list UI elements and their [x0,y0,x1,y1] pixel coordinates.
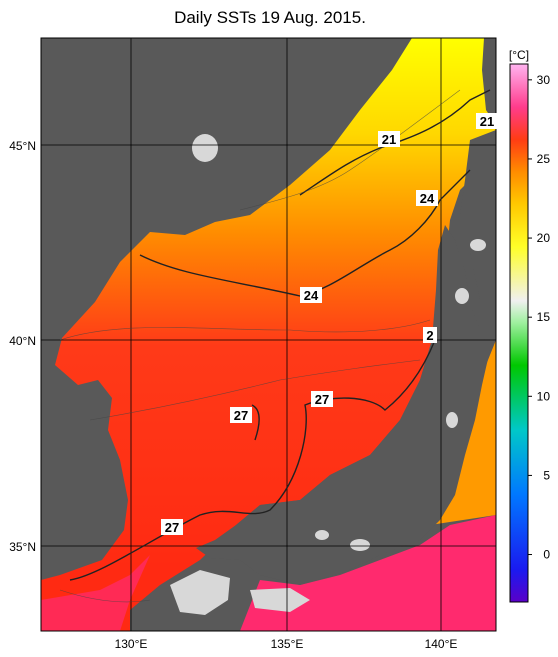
contour-label: 27 [315,392,329,407]
contour-label: 27 [165,520,179,535]
lon-label-140: 140°E [425,637,458,651]
lat-label-45: 45°N [9,139,36,153]
contour-label: 24 [420,191,435,206]
colorbar-unit: [°C] [509,48,529,62]
inland-patch [315,530,329,540]
colorbar-ticks: 0 5 10 15 20 25 30 [528,73,550,562]
graticule [41,38,496,631]
contour-label-box [476,113,498,129]
shikoku-area [250,588,310,612]
honshu-land [196,225,490,585]
colorbar [509,63,529,603]
contour-label-box [161,519,183,535]
colorbar-tick-label: 30 [537,73,551,87]
contour-label-box [423,327,437,343]
inland-patch [455,288,469,304]
contour-label: 21 [382,132,396,147]
inland-patch [470,239,486,251]
colorbar-tick-label: 25 [537,152,551,166]
lat-label-40: 40°N [9,334,36,348]
kyushu-area [170,570,230,615]
colorbar-tick-label: 20 [537,231,551,245]
lake-khanka [192,134,218,162]
thin-isotherms [59,89,461,603]
hokkaido-land [460,130,496,320]
sakhalin-land [482,38,496,125]
contour-label-box [230,407,252,423]
contour-labels: 21 21 24 24 27 27 27 2 [161,113,498,535]
tsushima-warm-water [41,555,150,631]
contour-label-box [378,131,400,147]
colorbar-tick-label: 15 [537,310,551,324]
sea-of-japan [41,38,496,631]
colorbar-tick-label: 5 [543,468,550,482]
colorbar-tick-label: 0 [543,548,550,562]
contour-label: 24 [304,288,319,303]
lat-label-35: 35°N [9,540,36,554]
map-frame [40,37,497,632]
lon-label-135: 135°E [271,637,304,651]
map-title: Daily SSTs 19 Aug. 2015. [174,8,366,27]
lon-label-130: 130°E [115,637,148,651]
contour-label: 21 [480,114,494,129]
isotherms [69,89,491,581]
contour-label: 27 [234,408,248,423]
contour-label: 2 [426,328,433,343]
inland-patch [350,539,370,551]
inland-patch [446,412,458,428]
colorbar-tick-label: 10 [537,389,551,403]
contour-label-box [416,190,438,206]
contour-label-box [311,391,333,407]
contour-label-box [300,287,322,303]
